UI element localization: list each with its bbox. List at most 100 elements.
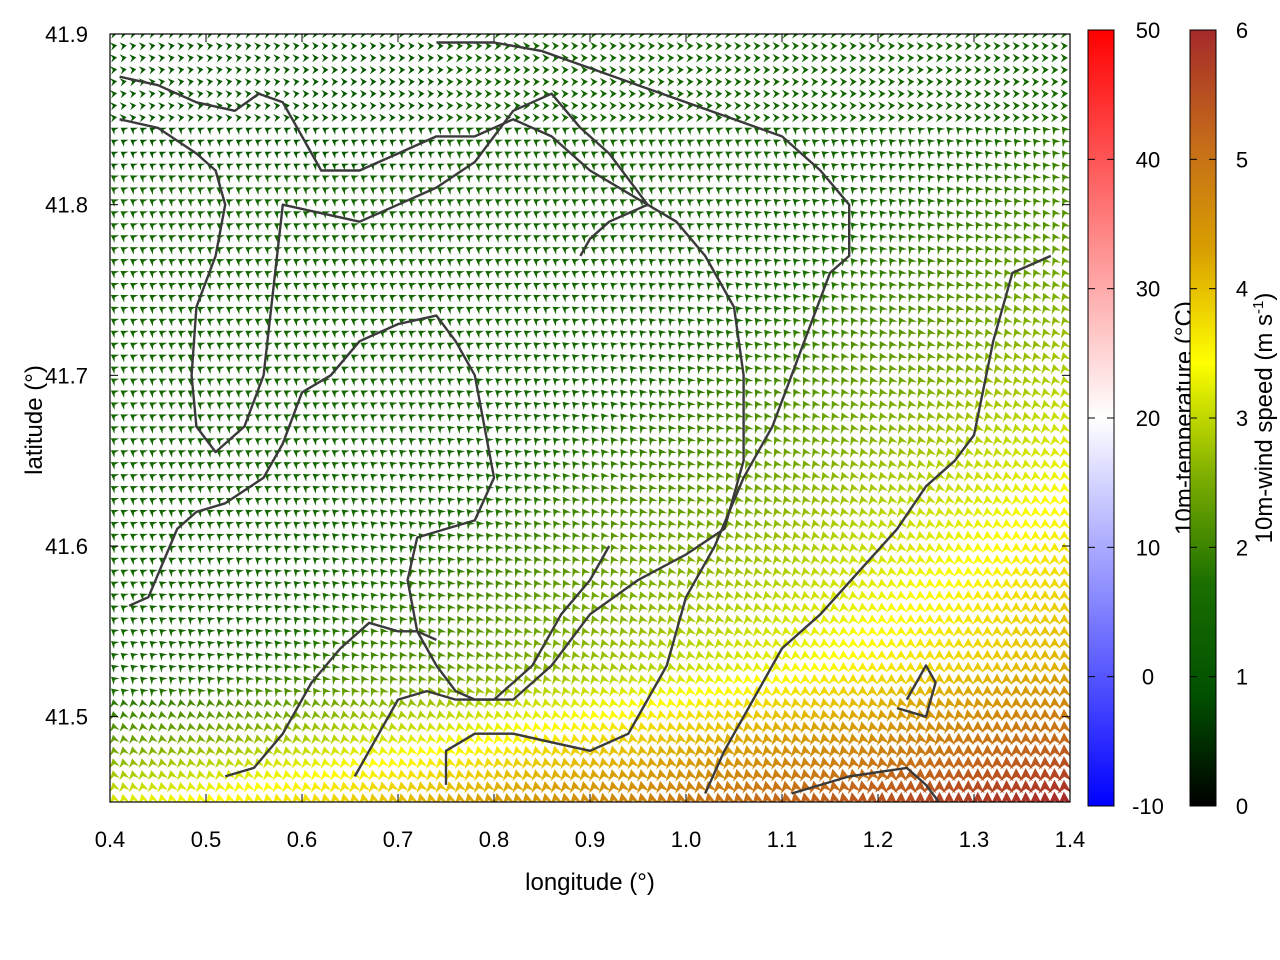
wind-arrow xyxy=(1051,316,1061,327)
wind-arrow xyxy=(1012,423,1023,435)
wind-arrow xyxy=(896,733,909,746)
wind-arrow xyxy=(1030,494,1042,506)
wind-arrow xyxy=(399,449,408,458)
wind-arrow xyxy=(543,591,553,602)
wind-arrow xyxy=(905,602,917,613)
wind-arrow xyxy=(167,722,178,732)
wind-arrow xyxy=(964,411,975,423)
wind-arrow xyxy=(187,628,197,637)
wind-arrow xyxy=(1030,518,1042,530)
wind-arrow xyxy=(322,318,331,327)
wind-arrow xyxy=(139,569,149,578)
wind-arrow xyxy=(956,293,965,303)
wind-arrow xyxy=(764,472,773,483)
wind-arrow xyxy=(725,246,734,255)
wind-arrow xyxy=(1021,471,1032,482)
wind-arrow xyxy=(428,604,437,614)
wind-arrow xyxy=(1058,506,1070,518)
wind-arrow xyxy=(841,269,850,279)
wind-arrow xyxy=(1059,791,1070,802)
wind-arrow xyxy=(206,426,216,434)
wind-arrow xyxy=(742,733,755,746)
wind-arrow xyxy=(418,556,427,566)
wind-arrow xyxy=(235,342,245,351)
wind-arrow xyxy=(685,650,697,661)
wind-arrow xyxy=(522,698,533,709)
wind-arrow xyxy=(876,685,888,697)
wind-arrow xyxy=(1048,625,1061,637)
wind-arrow xyxy=(445,757,457,769)
wind-arrow xyxy=(821,293,831,303)
wind-arrow xyxy=(1049,530,1061,541)
wind-arrow xyxy=(975,305,985,315)
wind-arrow xyxy=(379,402,389,410)
wind-arrow xyxy=(370,378,379,387)
wind-arrow xyxy=(330,793,341,802)
wind-arrow xyxy=(1040,447,1052,458)
wind-arrow xyxy=(849,507,860,518)
wind-arrow xyxy=(822,388,831,399)
wind-arrow xyxy=(878,495,889,506)
wind-arrow xyxy=(953,530,965,542)
wind-arrow xyxy=(993,376,1004,387)
wind-arrow xyxy=(504,675,514,686)
wind-arrow xyxy=(178,545,187,554)
wind-arrow xyxy=(600,366,610,375)
wind-arrow xyxy=(197,605,206,614)
wind-arrow xyxy=(370,473,379,482)
wind-arrow xyxy=(274,294,283,303)
wind-arrow xyxy=(752,614,764,626)
wind-arrow xyxy=(380,592,389,602)
wind-arrow xyxy=(197,569,206,578)
wind-arrow xyxy=(971,780,985,794)
wind-arrow xyxy=(925,471,937,482)
wind-arrow xyxy=(427,330,437,339)
wind-arrow xyxy=(812,234,821,243)
wind-arrow xyxy=(320,769,332,781)
wind-arrow xyxy=(629,401,639,411)
wind-arrow xyxy=(552,449,562,458)
wind-arrow xyxy=(226,282,235,291)
wind-arrow xyxy=(464,781,476,794)
wind-arrow xyxy=(752,650,764,661)
wind-arrow xyxy=(1048,602,1061,613)
wind-arrow xyxy=(1050,387,1061,399)
wind-arrow xyxy=(946,305,956,315)
wind-arrow xyxy=(120,306,129,315)
wind-arrow xyxy=(264,474,273,482)
wind-arrow xyxy=(697,413,706,423)
wind-arrow xyxy=(696,258,706,267)
wind-arrow xyxy=(847,673,859,685)
wind-arrow xyxy=(428,592,437,602)
wind-arrow xyxy=(514,354,523,363)
wind-arrow xyxy=(943,578,955,589)
wind-arrow xyxy=(341,592,351,602)
wind-arrow xyxy=(149,474,158,482)
wind-arrow xyxy=(1021,411,1033,423)
wind-arrow xyxy=(505,615,514,626)
wind-arrow xyxy=(533,235,542,243)
wind-arrow xyxy=(552,306,561,315)
wind-arrow xyxy=(886,602,898,613)
wind-arrow xyxy=(857,602,869,613)
wind-arrow xyxy=(809,626,821,637)
wind-arrow xyxy=(303,592,312,602)
wind-arrow xyxy=(418,402,427,410)
wind-arrow xyxy=(686,603,697,614)
wind-arrow xyxy=(187,390,197,399)
wind-arrow xyxy=(206,318,216,327)
wind-arrow xyxy=(869,281,879,291)
wind-arrow xyxy=(886,756,899,771)
wind-arrow xyxy=(801,555,812,566)
wind-arrow xyxy=(985,269,994,279)
wind-arrow xyxy=(828,733,842,746)
wind-arrow xyxy=(889,293,898,303)
wind-arrow xyxy=(1048,720,1062,734)
wind-arrow xyxy=(991,637,1003,649)
wind-arrow xyxy=(207,640,216,649)
wind-arrow xyxy=(916,507,927,518)
wind-arrow xyxy=(1010,566,1022,577)
wind-arrow xyxy=(1000,768,1014,782)
wind-arrow xyxy=(390,639,399,650)
wind-arrow xyxy=(542,259,552,267)
